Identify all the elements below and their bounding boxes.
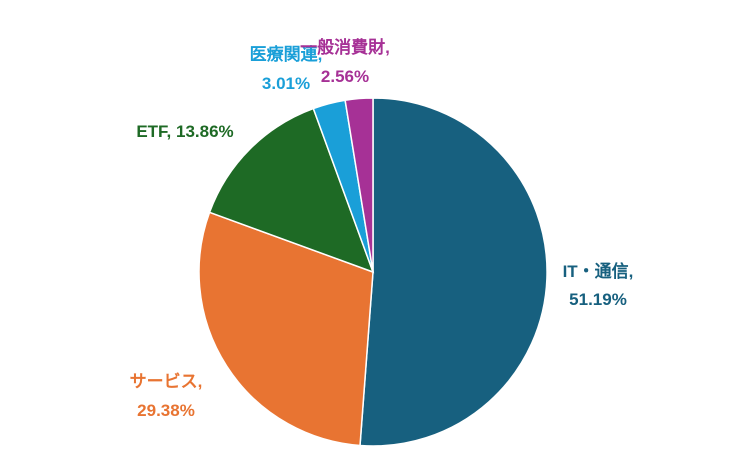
data-label-value-1: 29.38%	[137, 401, 195, 420]
pie-slice-2	[208, 107, 375, 274]
data-label-category-3: 医療関連,	[250, 44, 323, 64]
data-label-4: 一般消費財, 2.56%	[300, 37, 390, 86]
data-label-2: ETF, 13.86%	[136, 122, 233, 141]
data-label-value-3: 3.01%	[262, 74, 310, 93]
data-label-1: サービス, 29.38%	[130, 372, 203, 420]
pie-data-labels: IT・通信, 51.19% サービス, 29.38% ETF, 13.86% 医療関連, 3…	[130, 37, 634, 420]
data-label-category-1: サービス,	[130, 372, 203, 391]
pie-slice-1	[198, 211, 374, 447]
pie-slice-0	[359, 97, 548, 447]
data-label-category-4: 一般消費財,	[300, 37, 390, 57]
pie-slice-4	[344, 97, 374, 273]
data-label-value-0: 51.19%	[569, 290, 627, 309]
pie-slices	[198, 97, 548, 447]
data-label-text-2: ETF, 13.86%	[136, 122, 233, 141]
data-label-value-4: 2.56%	[321, 67, 369, 86]
data-label-category-0: IT・通信,	[563, 261, 634, 281]
data-label-0: IT・通信, 51.19%	[563, 261, 634, 309]
data-label-3: 医療関連, 3.01%	[250, 44, 323, 93]
